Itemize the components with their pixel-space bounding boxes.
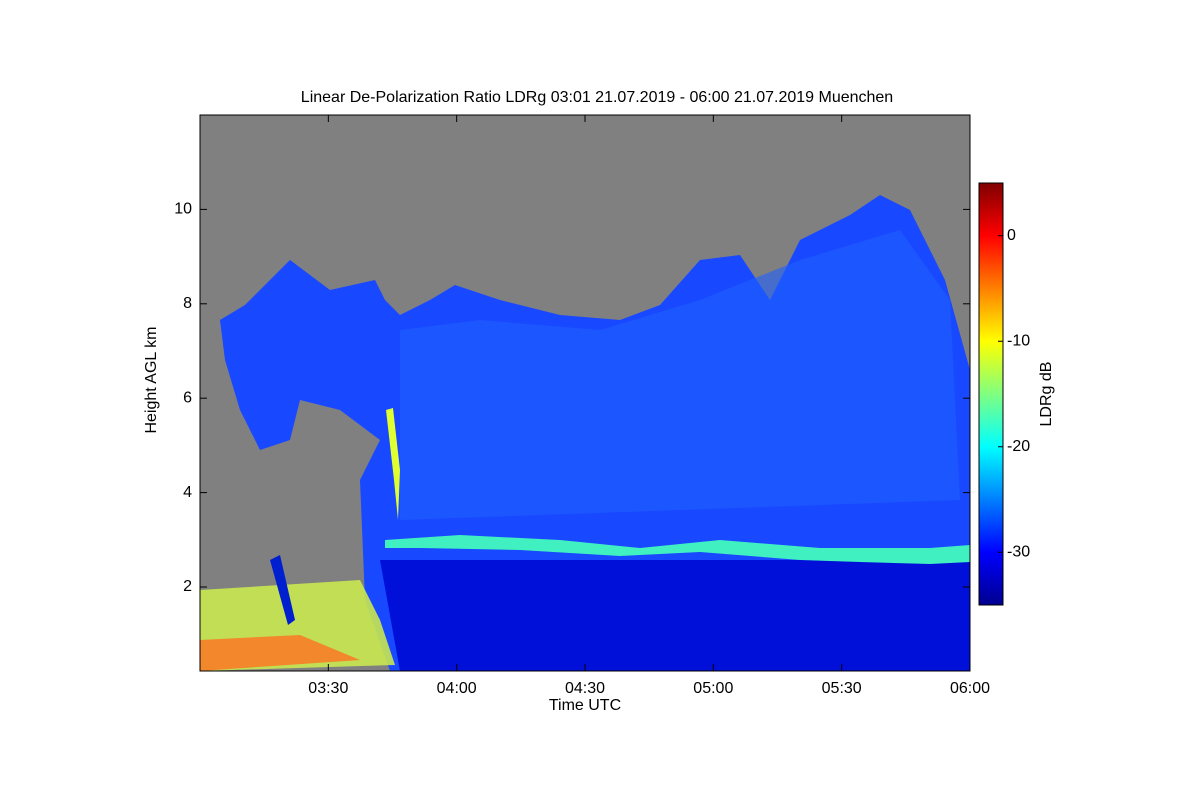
melting-layer bbox=[385, 535, 970, 564]
ground-clutter-core bbox=[200, 635, 360, 671]
colorbar-tick-label: -10 bbox=[1007, 332, 1030, 349]
x-axis-label: Time UTC bbox=[549, 697, 621, 714]
y-tick-label: 4 bbox=[183, 484, 192, 501]
y-axis-label: Height AGL km bbox=[143, 326, 160, 433]
radar-field bbox=[200, 195, 970, 671]
x-tick-label: 04:00 bbox=[437, 680, 477, 697]
x-tick-label: 04:30 bbox=[565, 680, 605, 697]
cloud-core bbox=[400, 230, 960, 520]
streak bbox=[270, 555, 295, 625]
x-tick-label: 05:30 bbox=[822, 680, 862, 697]
lower-layer bbox=[380, 560, 970, 671]
colorbar-label: LDRg dB bbox=[1038, 362, 1055, 427]
y-tick-label: 10 bbox=[174, 201, 192, 218]
x-tick-label: 06:00 bbox=[950, 680, 990, 697]
colorbar-tick-label: -30 bbox=[1007, 543, 1030, 560]
fall-streak bbox=[386, 408, 400, 520]
y-tick-label: 2 bbox=[183, 578, 192, 595]
y-tick-label: 6 bbox=[183, 389, 192, 406]
chart-title: Linear De-Polarization Ratio LDRg 03:01 … bbox=[301, 89, 893, 106]
x-tick-label: 03:30 bbox=[308, 680, 348, 697]
y-tick-label: 8 bbox=[183, 295, 192, 312]
colorbar-tick-label: 0 bbox=[1007, 227, 1016, 244]
colorbar bbox=[978, 182, 1004, 606]
colorbar-tick-label: -20 bbox=[1007, 438, 1030, 455]
x-tick-label: 05:00 bbox=[693, 680, 733, 697]
